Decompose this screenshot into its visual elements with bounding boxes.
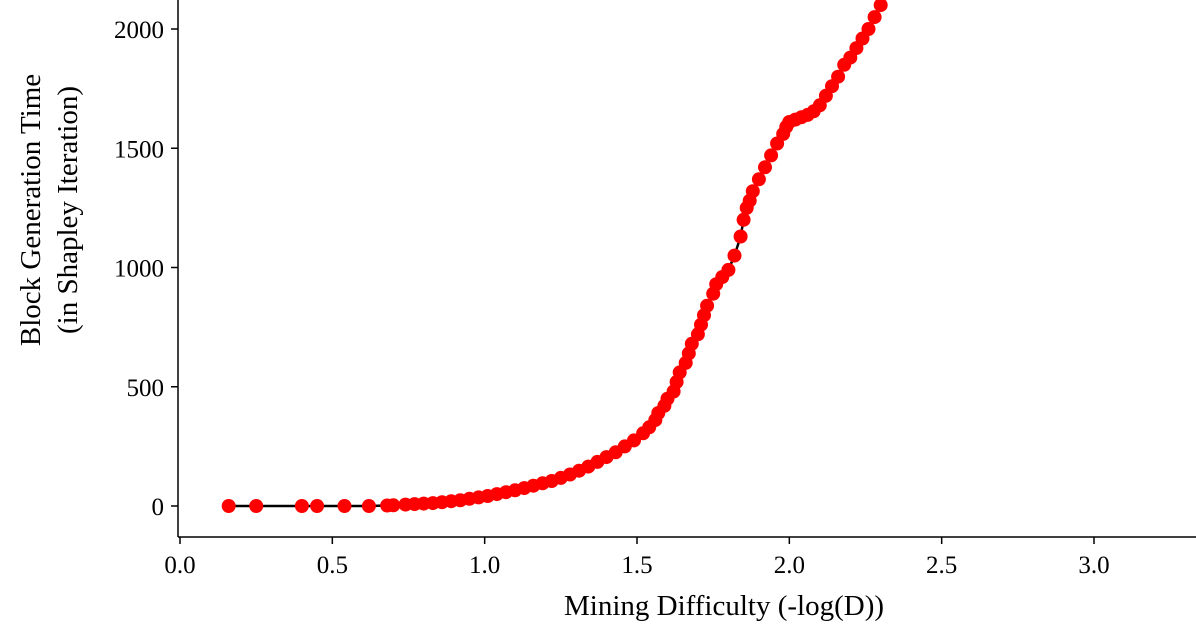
data-point: [249, 499, 264, 513]
data-point: [764, 148, 779, 163]
plot-area: 0.0 0.5 1.0 1.5 2.0 2.5 3.0 0 500 1000 1500 2000: [114, 0, 1196, 579]
data-point: [758, 160, 772, 175]
x-ticks: 0.0 0.5 1.0 1.5 2.0 2.5 3.0: [164, 537, 1110, 579]
data-point: [310, 499, 325, 513]
data-line: [228, 0, 885, 508]
x-tick-label: 1.0: [469, 552, 500, 579]
x-tick-label: 3.0: [1078, 552, 1109, 579]
data-point: [361, 499, 376, 513]
data-point: [861, 22, 876, 36]
y-ticks: 0 500 1000 1500 2000: [114, 17, 178, 521]
data-point: [721, 262, 736, 277]
y-tick-label: 1000: [114, 256, 164, 283]
data-point: [831, 69, 846, 84]
y-tick-label: 2000: [114, 17, 164, 44]
data-point: [221, 499, 236, 513]
data-point: [727, 248, 742, 263]
data-point: [867, 10, 882, 25]
y-tick-label: 0: [152, 494, 165, 521]
data-point: [337, 499, 352, 513]
data-point: [736, 212, 751, 227]
x-tick-label: 0.5: [317, 552, 348, 579]
y-tick-label: 1500: [114, 136, 164, 163]
data-point: [733, 229, 748, 244]
data-point: [294, 499, 309, 513]
x-tick-label: 2.5: [926, 552, 957, 579]
data-markers: [221, 0, 888, 513]
data-point: [745, 184, 760, 199]
data-point: [386, 498, 401, 513]
x-tick-label: 2.0: [774, 552, 805, 579]
y-axis-title-line1: Block Generation Time: [15, 74, 47, 346]
x-tick-label: 1.5: [621, 552, 652, 579]
x-tick-label: 0.0: [164, 552, 195, 579]
data-point: [873, 0, 888, 13]
data-point: [700, 298, 715, 313]
data-point: [751, 172, 766, 187]
x-axis-title: Mining Difficulty (-log(D)): [564, 590, 884, 622]
y-tick-label: 500: [127, 375, 165, 402]
y-axis-title-line2: (in Shapley Iteration): [52, 86, 84, 334]
y-axis-title: Block Generation Time (in Shapley Iterat…: [15, 74, 84, 346]
